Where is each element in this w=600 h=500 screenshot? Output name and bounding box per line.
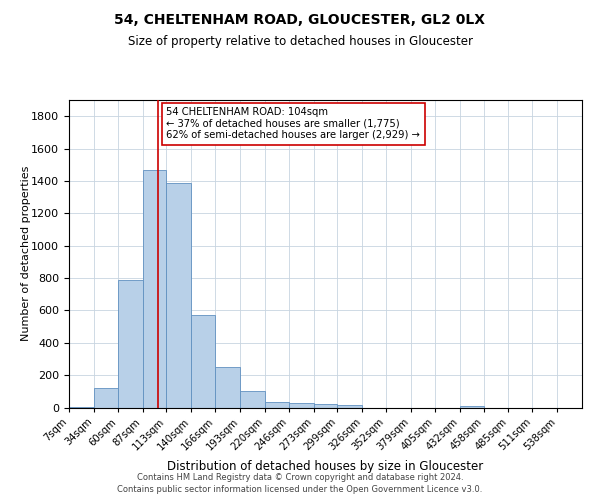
Bar xyxy=(289,404,314,407)
Bar xyxy=(337,405,362,407)
Bar xyxy=(118,280,143,407)
Text: 54 CHELTENHAM ROAD: 104sqm
← 37% of detached houses are smaller (1,775)
62% of s: 54 CHELTENHAM ROAD: 104sqm ← 37% of deta… xyxy=(166,108,421,140)
Y-axis label: Number of detached properties: Number of detached properties xyxy=(20,166,31,342)
Bar xyxy=(69,406,94,408)
Bar xyxy=(143,170,166,408)
Bar xyxy=(265,402,289,407)
Bar xyxy=(166,182,191,408)
Bar xyxy=(460,406,484,407)
Text: 54, CHELTENHAM ROAD, GLOUCESTER, GL2 0LX: 54, CHELTENHAM ROAD, GLOUCESTER, GL2 0LX xyxy=(115,12,485,26)
Bar xyxy=(240,392,265,407)
X-axis label: Distribution of detached houses by size in Gloucester: Distribution of detached houses by size … xyxy=(167,460,484,473)
Text: Size of property relative to detached houses in Gloucester: Size of property relative to detached ho… xyxy=(128,35,473,48)
Bar xyxy=(94,388,118,407)
Text: Contains HM Land Registry data © Crown copyright and database right 2024.
Contai: Contains HM Land Registry data © Crown c… xyxy=(118,472,482,494)
Bar xyxy=(191,316,215,408)
Bar xyxy=(215,367,240,408)
Bar xyxy=(314,404,337,407)
